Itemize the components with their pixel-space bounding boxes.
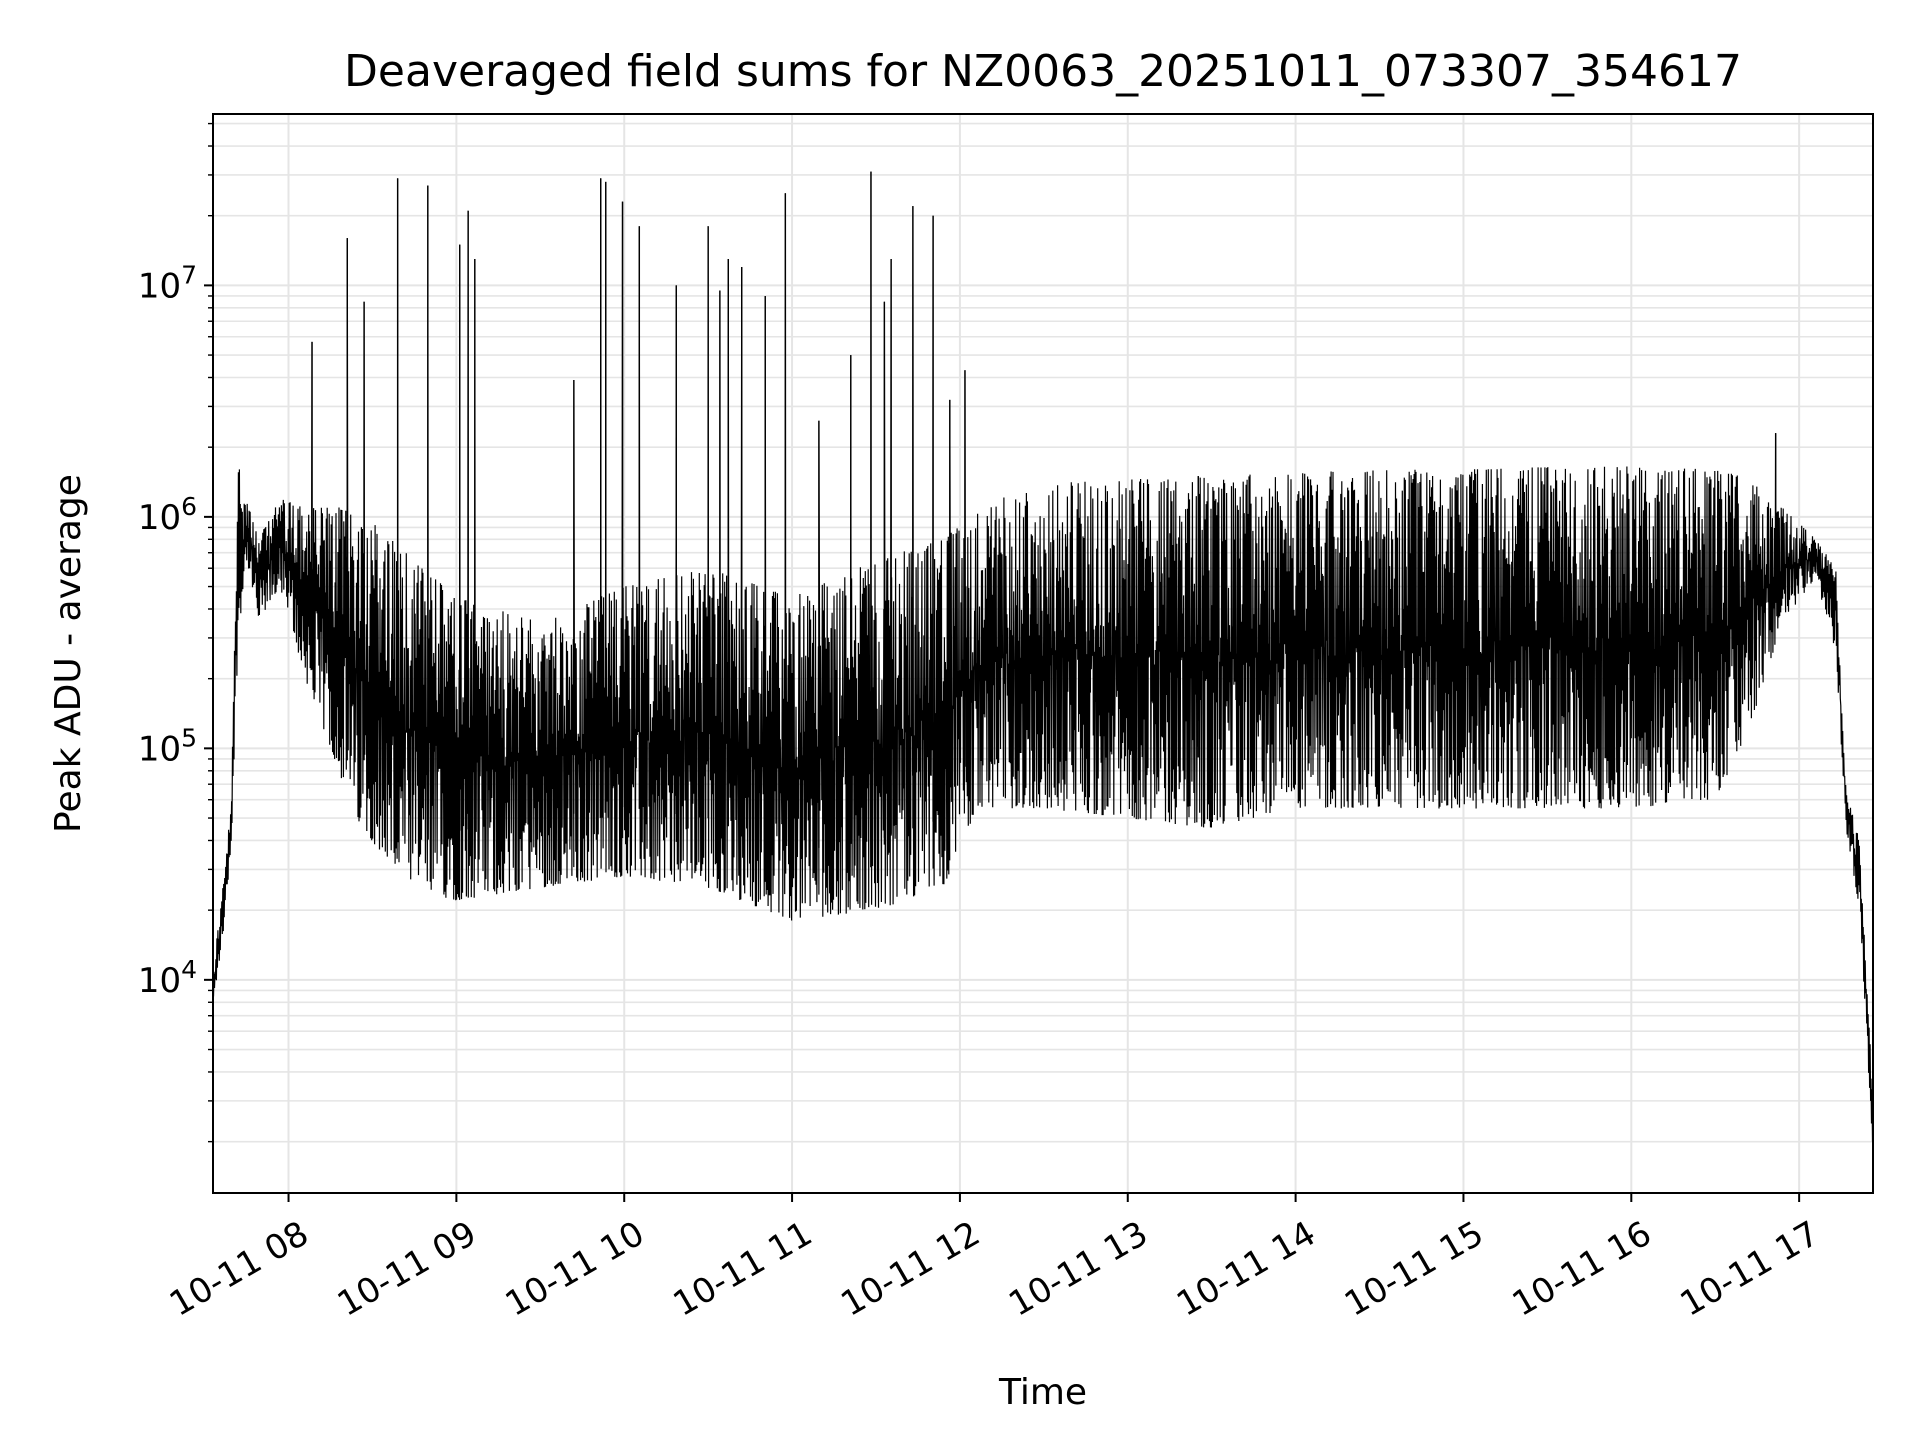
series-line xyxy=(212,171,1874,1142)
y-axis-label: Peak ADU - average xyxy=(48,474,89,833)
x-axis-label: Time xyxy=(998,1372,1087,1413)
chart-title: Deaveraged field sums for NZ0063_2025101… xyxy=(344,46,1742,97)
plot-area-frame xyxy=(212,113,1874,1194)
y-tick-label: 104 xyxy=(138,955,197,1001)
y-tick-label: 105 xyxy=(138,723,197,769)
y-tick-label: 106 xyxy=(138,492,197,538)
y-tick-label: 107 xyxy=(138,260,197,306)
series-layer xyxy=(212,171,1874,1142)
